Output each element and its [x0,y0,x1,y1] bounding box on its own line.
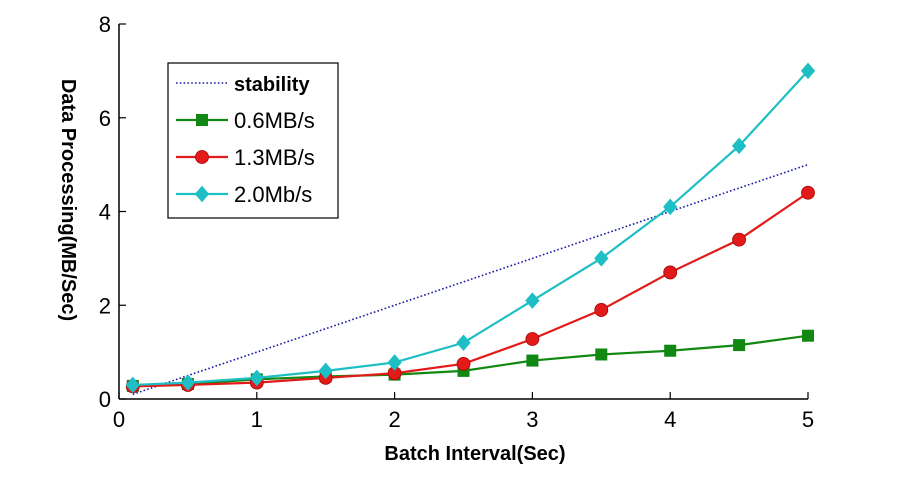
legend-box [167,62,339,219]
data-point [800,62,816,80]
data-point [663,265,678,280]
x-axis: 0 1 2 3 4 5 [113,392,814,432]
y-tick-label: 6 [99,106,111,131]
series-line [132,191,809,388]
data-point [731,137,747,155]
data-point [802,329,814,342]
y-tick-label: 4 [99,200,111,225]
plot-area [125,62,816,396]
legend-label: 0.6MB/s [234,108,315,133]
x-tick-label: 3 [526,407,538,432]
y-tick-label: 0 [99,387,111,412]
data-point [387,354,402,371]
x-tick-label: 4 [664,407,676,432]
data-point [125,376,140,394]
legend-item: stability [176,74,310,96]
data-point [249,369,264,387]
data-point [594,250,609,267]
data-point [456,356,471,371]
series-line [132,163,809,396]
x-tick-label: 2 [388,407,400,432]
data-point [525,292,540,309]
legend-item: 0.6MB/s [176,108,315,133]
legend-marker [195,150,209,164]
series-stability [132,163,809,396]
data-point [456,334,471,352]
legend-marker [194,185,210,203]
y-tick-label: 8 [99,12,111,37]
x-tick-label: 1 [251,407,263,432]
data-point [732,232,746,247]
y-tick-label: 2 [99,293,111,318]
legend-item: 1.3MB/s [176,145,315,170]
legend: stability 0.6MB/s 1.3MB/s 2.0Mb/s [167,62,339,219]
legend-label: stability [234,74,310,96]
x-tick-label: 0 [113,407,125,432]
legend-marker [196,114,208,126]
y-axis-title: Data Processing(MB/Sec) [57,79,79,321]
x-tick-label: 5 [802,407,814,432]
legend-label: 1.3MB/s [234,145,315,170]
data-point [318,362,333,380]
data-point [664,344,677,357]
x-axis-title: Batch Interval(Sec) [384,443,565,465]
y-axis: 0 2 4 6 8 [99,12,126,412]
legend-label: 2.0Mb/s [234,182,312,207]
series-2-0mb-s [125,62,816,394]
data-point [525,332,540,346]
data-point [801,185,815,200]
data-point [663,198,678,216]
data-point [526,354,539,367]
data-point [595,348,608,361]
legend-item: 2.0Mb/s [176,182,312,207]
data-point [180,374,196,391]
data-point [594,303,609,317]
data-point [733,339,746,352]
